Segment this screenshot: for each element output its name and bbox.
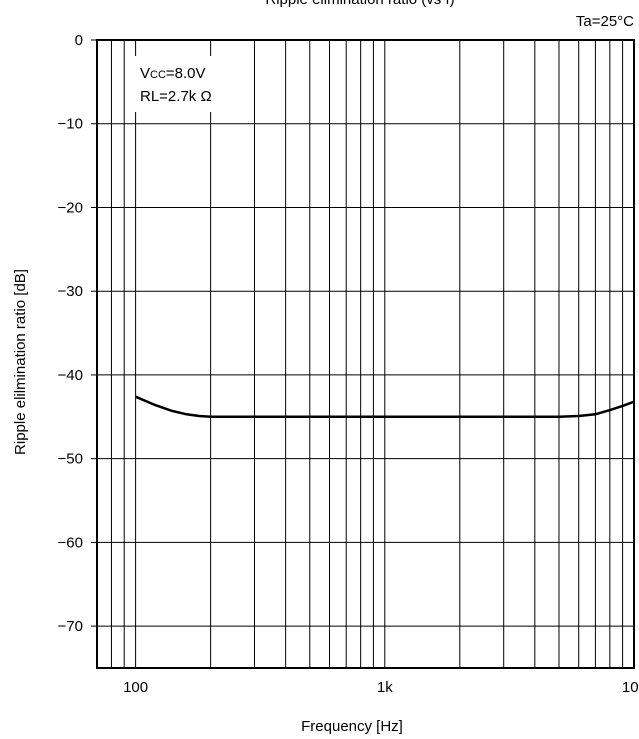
y-tick-label: −60 xyxy=(58,534,83,551)
chart-title: Ripple elimination ratio (vs f) xyxy=(265,0,454,8)
y-tick-label: −40 xyxy=(58,367,83,384)
series-layer xyxy=(135,395,635,419)
annotation-vcc-prefix: V xyxy=(140,65,150,82)
annotation-vcc-value: =8.0V xyxy=(166,65,206,82)
y-tick-label: −30 xyxy=(58,283,83,300)
tick-labels: 0 −10 −20 −30 −40 −50 −60 −70 100 1k 10k xyxy=(58,32,639,696)
annotation-vcc: VCC=8.0V xyxy=(140,65,206,82)
y-tick-label: −20 xyxy=(58,199,83,216)
x-tick-label: 10k xyxy=(622,679,639,696)
y-tick-label: 0 xyxy=(75,32,83,49)
x-tick-label: 100 xyxy=(123,679,148,696)
annotation-box: VCC=8.0V RL=2.7k Ω xyxy=(134,56,238,112)
series-line xyxy=(135,395,635,419)
grid xyxy=(97,40,634,668)
annotation-background xyxy=(134,56,238,112)
y-axis-label: Ripple elilmination ratio [dB] xyxy=(12,269,29,455)
plot-area-frame xyxy=(96,39,635,669)
y-tick-label: −10 xyxy=(58,116,83,133)
annotation-vcc-sub: CC xyxy=(150,69,166,81)
y-tick-label: −50 xyxy=(58,451,83,468)
y-tick-label: −70 xyxy=(58,618,83,635)
condition-label: Ta=25°C xyxy=(576,13,634,30)
x-tick-label: 1k xyxy=(377,679,393,696)
x-axis-label: Frequency [Hz] xyxy=(301,718,403,735)
annotation-rl: RL=2.7k Ω xyxy=(140,88,212,105)
